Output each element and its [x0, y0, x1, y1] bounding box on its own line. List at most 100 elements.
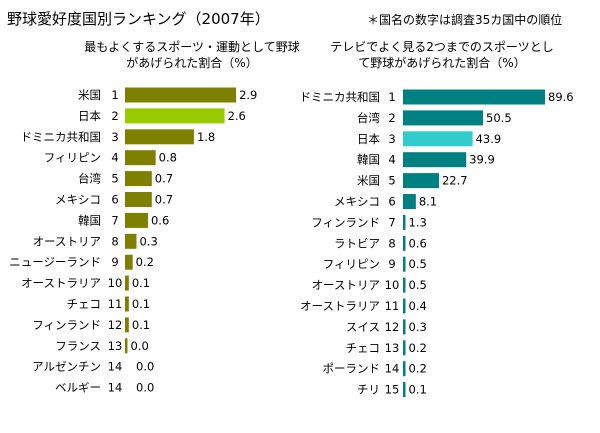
right-value-label: 0.5	[409, 257, 427, 271]
left-rank-label: 14	[108, 360, 123, 374]
left-country-label: 台湾	[78, 172, 101, 186]
left-bar	[125, 296, 129, 312]
right-value-label: 0.5	[409, 278, 427, 292]
right-rank-label: 9	[388, 257, 395, 271]
right-bar	[403, 89, 546, 105]
left-value-label: 0.0	[136, 360, 154, 374]
left-value-label: 0.8	[159, 151, 177, 165]
left-rank-label: 9	[111, 255, 118, 269]
right-rank-label: 8	[388, 236, 395, 250]
rank-note: ＊国名の数字は調査35カ国中の順位	[367, 13, 563, 27]
figure-title: 野球愛好度国別ランキング（2007年）	[7, 10, 270, 28]
left-value-label: 0.7	[155, 172, 173, 186]
right-country-label: チリ	[357, 383, 380, 397]
left-country-label: オーストラリア	[21, 276, 101, 290]
right-value-label: 0.2	[409, 341, 427, 355]
right-chart-title: テレビでよく見る2つまでのスポーツとし て野球があげられた割合（%）	[312, 39, 572, 71]
right-value-label: 0.2	[409, 362, 427, 376]
right-rank-label: 1	[388, 90, 395, 104]
right-bar	[403, 256, 406, 272]
left-value-label: 2.9	[239, 88, 257, 102]
right-rank-label: 11	[385, 299, 400, 313]
left-rank-label: 14	[108, 381, 123, 395]
left-value-label: 0.1	[132, 297, 150, 311]
right-rank-label: 13	[385, 341, 400, 355]
right-country-label: フィリピン	[323, 257, 380, 271]
left-value-label: 0.0	[136, 381, 154, 395]
right-rank-label: 12	[385, 320, 400, 334]
right-value-label: 0.3	[409, 320, 427, 334]
left-country-label: 日本	[78, 109, 101, 123]
left-value-label: 1.8	[197, 130, 215, 144]
right-value-label: 43.9	[476, 132, 502, 146]
right-country-label: フィンランド	[311, 215, 380, 229]
right-rank-label: 14	[385, 362, 400, 376]
right-value-label: 0.4	[409, 299, 427, 313]
right-country-label: 米国	[357, 174, 380, 188]
right-rank-label: 4	[388, 153, 395, 167]
right-rank-label: 2	[388, 111, 395, 125]
left-country-label: 韓国	[78, 213, 101, 227]
right-bar	[403, 319, 406, 335]
left-country-label: フランス	[55, 339, 101, 353]
right-bar	[403, 277, 406, 293]
left-country-label: ニュージーランド	[9, 255, 101, 269]
right-country-label: ドミニカ共和国	[300, 90, 381, 104]
left-value-label: 0.2	[136, 255, 154, 269]
right-bar	[403, 173, 439, 189]
right-value-label: 8.1	[419, 195, 437, 209]
left-value-label: 0.0	[131, 339, 149, 353]
right-country-label: オーストリア	[312, 278, 380, 292]
left-bar	[125, 171, 152, 187]
left-country-label: ベルギー	[55, 381, 101, 395]
left-bar	[125, 212, 148, 228]
left-bar	[125, 129, 194, 145]
left-rank-label: 12	[108, 318, 123, 332]
left-value-label: 2.6	[228, 109, 246, 123]
left-country-label: メキシコ	[55, 193, 101, 207]
left-bar	[125, 338, 128, 354]
left-country-label: ドミニカ共和国	[21, 130, 102, 144]
left-bar	[125, 87, 237, 103]
left-bar	[125, 275, 129, 291]
right-bar	[403, 131, 473, 147]
left-country-label: フィリピン	[44, 151, 101, 165]
right-bar	[403, 361, 406, 377]
right-country-label: 台湾	[357, 111, 380, 125]
left-rank-label: 8	[111, 234, 118, 248]
left-value-label: 0.1	[132, 318, 150, 332]
right-bar	[403, 110, 484, 126]
right-bar	[403, 235, 406, 251]
left-rank-label: 1	[111, 88, 118, 102]
right-value-label: 22.7	[442, 174, 468, 188]
right-country-label: スイス	[346, 320, 380, 334]
right-value-label: 39.9	[469, 153, 495, 167]
right-rank-label: 10	[385, 278, 400, 292]
right-bar	[403, 194, 416, 209]
left-rank-label: 13	[108, 339, 123, 353]
left-value-label: 0.6	[151, 213, 169, 227]
right-bar	[403, 340, 406, 356]
left-bar	[125, 317, 129, 333]
right-bar	[403, 382, 406, 398]
right-bar	[403, 214, 406, 230]
right-rank-label: 5	[388, 174, 395, 188]
left-value-label: 0.7	[155, 193, 173, 207]
left-bar	[125, 192, 152, 207]
right-rank-label: 7	[388, 215, 395, 229]
right-rank-label: 6	[388, 195, 395, 209]
right-country-label: 韓国	[357, 153, 380, 167]
left-rank-label: 4	[111, 151, 118, 165]
right-chart-title-line2: て野球があげられた割合（%）	[358, 56, 526, 70]
right-country-label: ポーランド	[323, 362, 381, 376]
left-country-label: 米国	[78, 88, 101, 102]
right-value-label: 50.5	[486, 111, 512, 125]
right-value-label: 89.6	[548, 90, 574, 104]
left-rank-label: 2	[111, 109, 118, 123]
left-chart-title-line2: があげられた割合（%）	[126, 56, 258, 70]
right-value-label: 0.6	[409, 236, 427, 250]
right-value-label: 1.3	[409, 215, 427, 229]
left-rank-label: 7	[111, 213, 118, 227]
